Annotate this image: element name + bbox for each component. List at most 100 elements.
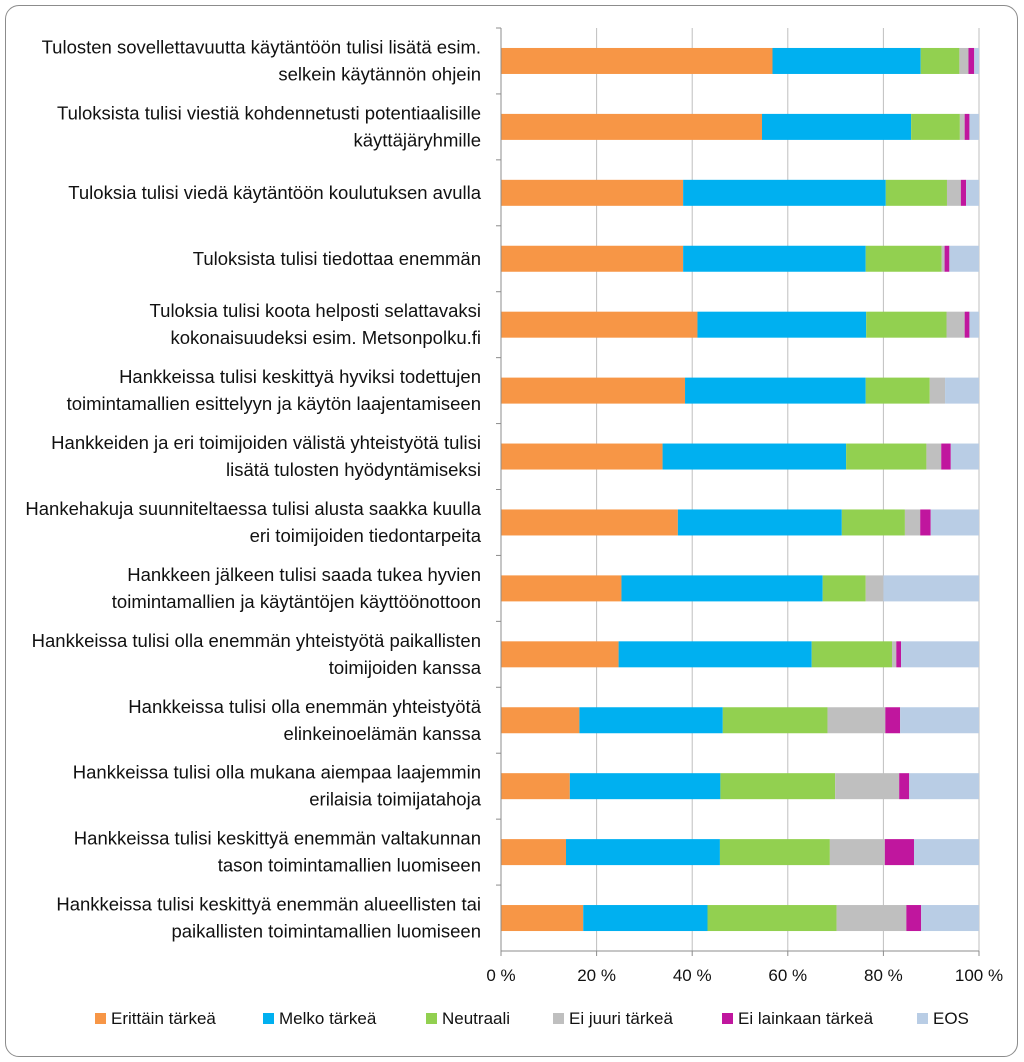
category-label: Tulosten sovellettavuutta käytäntöön tul…: [42, 36, 481, 57]
bar-segment: [579, 707, 723, 734]
category-label: Hankkeissa tulisi keskittyä enemmän alue…: [56, 894, 481, 915]
bar-segment: [501, 509, 678, 536]
bar-segment: [501, 113, 762, 140]
category-label: Hankkeissa tulisi keskittyä hyviksi tode…: [119, 366, 481, 387]
bar-segment: [974, 47, 979, 74]
x-tick-label: 80 %: [864, 966, 903, 985]
legend-label: Melko tärkeä: [279, 1009, 377, 1028]
category-label: Tuloksista tulisi viestiä kohdennetusti …: [57, 102, 481, 123]
category-label: käyttäjäryhmille: [354, 129, 482, 150]
legend-label: Ei lainkaan tärkeä: [738, 1009, 874, 1028]
bar-segment: [950, 443, 979, 470]
grid-lines: [596, 28, 980, 951]
bar-segment: [959, 113, 965, 140]
bar-segment: [885, 179, 947, 206]
bar-segment: [685, 377, 866, 404]
bar-segment: [949, 245, 979, 272]
bar-segment: [501, 377, 686, 404]
legend-swatch: [95, 1013, 106, 1024]
category-label: Tuloksia tulisi koota helposti selattava…: [150, 300, 481, 321]
bar-segment: [909, 773, 979, 800]
bar-segment: [911, 113, 960, 140]
bar-segment: [968, 47, 975, 74]
bar-segment: [896, 641, 902, 668]
category-label: kokonaisuudeksi esim. Metsonpolku.fi: [170, 327, 481, 348]
x-tick-label: 100 %: [955, 966, 1003, 985]
legend-swatch: [917, 1013, 928, 1024]
bar-segment: [772, 47, 921, 74]
category-label: tason toimintamallien luomiseen: [218, 855, 481, 876]
bar-segment: [969, 113, 979, 140]
bar-segment: [900, 707, 979, 734]
bar-segment: [501, 839, 567, 866]
bar-segment: [846, 443, 927, 470]
bar-segment: [822, 575, 866, 602]
bar-segment: [501, 443, 663, 470]
category-label: elinkeinoelämän kanssa: [284, 723, 482, 744]
bar-segment: [811, 641, 893, 668]
bar-segment: [921, 905, 979, 932]
bar-segment: [865, 575, 884, 602]
bar-segment: [892, 641, 897, 668]
axes: [496, 27, 980, 956]
legend-swatch: [426, 1013, 437, 1024]
legend-swatch: [553, 1013, 564, 1024]
category-label: erilaisia toimijatahoja: [309, 789, 481, 810]
bar-segment: [683, 245, 866, 272]
legend: Erittäin tärkeä Melko tärkeä Neutraali Ei j…: [95, 1009, 969, 1028]
bar-segment: [501, 47, 773, 74]
legend-swatch: [263, 1013, 274, 1024]
category-label: selkein käytännön ohjein: [278, 63, 481, 84]
bar-segment: [501, 179, 684, 206]
category-label: Tuloksia tulisi viedä käytäntöön koulutu…: [68, 182, 481, 203]
bars: [501, 47, 979, 932]
bar-segment: [926, 443, 942, 470]
bar-segment: [960, 179, 967, 206]
bar-segment: [964, 113, 970, 140]
bar-segment: [683, 179, 886, 206]
bar-segment: [722, 707, 828, 734]
bar-segment: [941, 245, 945, 272]
bar-segment: [929, 377, 946, 404]
bar-segment: [761, 113, 912, 140]
bar-segment: [865, 245, 942, 272]
bar-segment: [964, 311, 970, 338]
x-tick-label: 40 %: [673, 966, 712, 985]
category-label: Hankkeissa tulisi olla mukana aiempaa la…: [73, 762, 481, 783]
bar-segment: [707, 905, 837, 932]
legend-label: Erittäin tärkeä: [111, 1009, 216, 1028]
bar-segment: [944, 245, 950, 272]
bar-segment: [884, 839, 914, 866]
category-label: lisätä tulosten hyödyntämiseksi: [226, 459, 481, 480]
bar-segment: [904, 509, 921, 536]
bar-segment: [566, 839, 720, 866]
bar-segment: [719, 839, 830, 866]
bar-segment: [662, 443, 847, 470]
category-label: toimintamallien ja käytäntöjen käyttööno…: [112, 591, 481, 612]
bar-segment: [966, 179, 979, 206]
bar-segment: [697, 311, 867, 338]
bar-segment: [920, 509, 931, 536]
bar-segment: [913, 839, 979, 866]
category-label: eri toimijoiden tiedontarpeita: [250, 525, 482, 546]
bar-segment: [899, 773, 910, 800]
bar-segment: [969, 311, 979, 338]
bar-segment: [883, 575, 979, 602]
category-label: toimintamallien esittelyyn ja käytön laa…: [67, 393, 481, 414]
bar-segment: [885, 707, 901, 734]
x-tick-label: 0 %: [486, 966, 515, 985]
category-label: toimijoiden kanssa: [329, 657, 482, 678]
bar-segment: [930, 509, 979, 536]
bar-segment: [959, 47, 969, 74]
category-label: paikallisten toimintamallien luomiseen: [171, 921, 481, 942]
category-label: Hankkeiden ja eri toimijoiden välistä yh…: [51, 432, 481, 453]
bar-segment: [835, 773, 900, 800]
x-tick-label: 60 %: [768, 966, 807, 985]
x-tick-labels: 0 % 20 % 40 % 60 % 80 % 100 %: [486, 966, 1003, 985]
bar-segment: [720, 773, 836, 800]
category-label: Hankkeissa tulisi olla enemmän yhteistyö…: [128, 696, 481, 717]
bar-segment: [501, 245, 684, 272]
bar-segment: [901, 641, 979, 668]
bar-segment: [841, 509, 905, 536]
